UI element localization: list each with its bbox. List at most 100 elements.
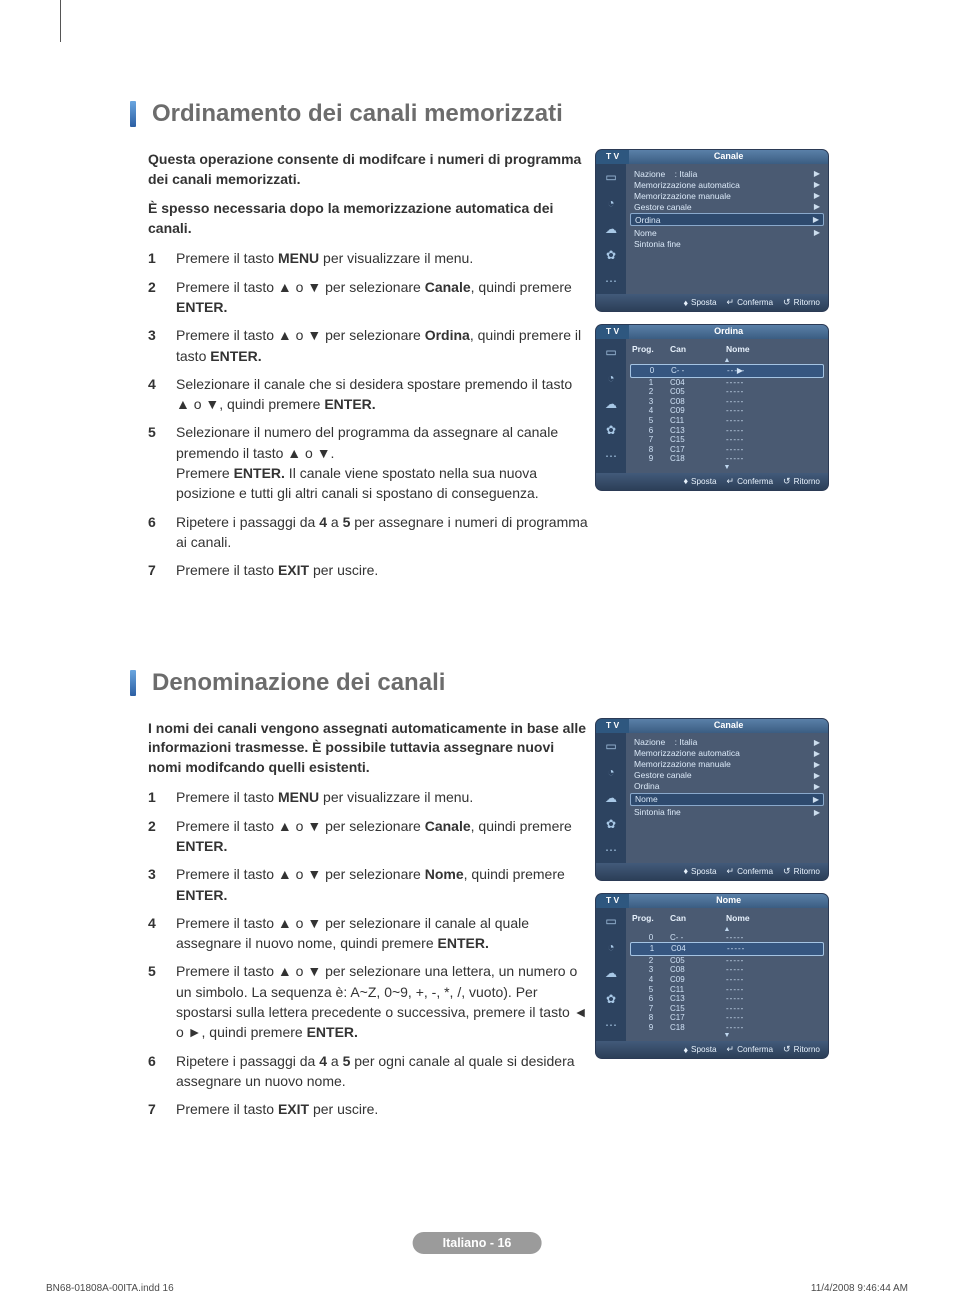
- osd-nav-icon-4[interactable]: ⋯: [603, 274, 619, 288]
- osd-nav-icon-0[interactable]: ▭: [603, 914, 619, 928]
- osd-table-row[interactable]: 7 C15 -----: [630, 1004, 824, 1014]
- footer-ritorno: ↺Ritorno: [783, 476, 820, 487]
- cell-prog: 4: [632, 975, 670, 985]
- osd-table-row[interactable]: 8 C17 -----: [630, 445, 824, 455]
- osd-nav-icon-1[interactable]: ◔: [603, 940, 619, 954]
- osd-nav-icon-0[interactable]: ▭: [603, 170, 619, 184]
- cell-nome: -----: [726, 1013, 822, 1023]
- osd-table-row[interactable]: 2 C05 -----: [630, 956, 824, 966]
- osd-nav-icon-2[interactable]: ☁: [603, 222, 619, 236]
- osd-main: Prog. Can Nome ▲ 0 C- -▶ ----- 1 C04 ---…: [626, 339, 828, 473]
- footer-right: 11/4/2008 9:46:44 AM: [811, 1283, 908, 1294]
- cell-nome: -----: [726, 985, 822, 995]
- osd-icon-column: ▭ ◔ ☁ ✿ ⋯: [596, 164, 626, 294]
- chevron-right-icon: ▶: [814, 808, 820, 817]
- section1-osds: T V Canale ▭◔☁✿⋯ Nazione : Italia ▶ Memo…: [596, 150, 836, 589]
- osd-nav-icon-3[interactable]: ✿: [603, 423, 619, 437]
- cell-nome: -----: [726, 435, 822, 445]
- osd-table-row[interactable]: 1 C04 -----: [630, 378, 824, 388]
- heading-bar-icon: [130, 670, 136, 696]
- osd-table-row[interactable]: 8 C17 -----: [630, 1013, 824, 1023]
- osd-nav-icon-4[interactable]: ⋯: [603, 1018, 619, 1032]
- osd-nav-icon-1[interactable]: ◔: [603, 196, 619, 210]
- osd-table-row[interactable]: 1 C04 -----: [630, 942, 824, 956]
- cell-can: C18: [670, 454, 726, 464]
- osd-nav-icon-3[interactable]: ✿: [603, 248, 619, 262]
- osd-table-row[interactable]: 2 C05 -----: [630, 387, 824, 397]
- page: Ordinamento dei canali memorizzati Quest…: [0, 0, 954, 1257]
- osd-main: Nazione : Italia ▶ Memorizzazione automa…: [626, 164, 828, 294]
- osd-menu-label: Nazione : Italia: [634, 169, 697, 179]
- cell-can: C04: [671, 944, 727, 954]
- osd-menu-item[interactable]: Gestore canale ▶: [630, 201, 824, 212]
- osd-nav-icon-1[interactable]: ◔: [603, 371, 619, 385]
- chevron-right-icon: ▶: [814, 180, 820, 189]
- osd-menu-item[interactable]: Sintonia fine: [630, 238, 824, 249]
- osd-menu-label: Ordina: [635, 215, 661, 225]
- osd-menu-label: Nome: [634, 228, 657, 238]
- osd-menu-item[interactable]: Gestore canale ▶: [630, 770, 824, 781]
- osd-table-row[interactable]: 4 C09 -----: [630, 975, 824, 985]
- osd-table-row[interactable]: 7 C15 -----: [630, 435, 824, 445]
- enter-icon: ↵: [727, 1044, 735, 1055]
- osd-table-row[interactable]: 5 C11 -----: [630, 416, 824, 426]
- osd-table-row[interactable]: 5 C11 -----: [630, 985, 824, 995]
- osd-nav-icon-2[interactable]: ☁: [603, 966, 619, 980]
- osd-table-row[interactable]: 9 C18 -----: [630, 454, 824, 464]
- page-label: Italiano - 16: [413, 1232, 542, 1254]
- osd-nav-icon-0[interactable]: ▭: [603, 345, 619, 359]
- cell-nome: -----: [726, 387, 822, 397]
- chevron-right-icon: ▶: [813, 795, 819, 804]
- osd-menu-item[interactable]: Nazione : Italia ▶: [630, 737, 824, 748]
- section-denominazione: Denominazione dei canali I nomi dei cana…: [90, 669, 864, 1128]
- chevron-right-icon: ▶: [814, 202, 820, 211]
- osd-table-row[interactable]: 3 C08 -----: [630, 397, 824, 407]
- cell-prog: 8: [632, 445, 670, 455]
- osd-menu-item[interactable]: Nome ▶: [630, 793, 824, 806]
- section-ordinamento: Ordinamento dei canali memorizzati Quest…: [90, 100, 864, 589]
- cell-can: C09: [670, 406, 726, 416]
- osd-nav-icon-1[interactable]: ◔: [603, 765, 619, 779]
- osd-table-row[interactable]: 6 C13 -----: [630, 426, 824, 436]
- cell-prog: 0: [632, 933, 670, 943]
- osd-table-row[interactable]: 0 C- -▶ -----: [630, 364, 824, 378]
- cell-nome: -----: [726, 454, 822, 464]
- updown-icon: ♦: [683, 866, 688, 876]
- osd-menu-item[interactable]: Ordina ▶: [630, 213, 824, 226]
- heading-denominazione: Denominazione dei canali: [130, 669, 864, 697]
- cell-prog: 5: [632, 985, 670, 995]
- osd-table-row[interactable]: 0 C- - -----: [630, 933, 824, 943]
- chevron-right-icon: ▶: [814, 228, 820, 237]
- osd-menu-item[interactable]: Memorizzazione automatica ▶: [630, 748, 824, 759]
- cell-nome: -----: [727, 944, 821, 954]
- osd-table-row[interactable]: 3 C08 -----: [630, 965, 824, 975]
- osd-menu-item[interactable]: Nazione : Italia ▶: [630, 168, 824, 179]
- osd-nav-icon-2[interactable]: ☁: [603, 791, 619, 805]
- osd-nav-icon-3[interactable]: ✿: [603, 992, 619, 1006]
- osd-menu-item[interactable]: Nome ▶: [630, 227, 824, 238]
- return-icon: ↺: [783, 297, 791, 308]
- cell-prog: 6: [632, 994, 670, 1004]
- cell-nome: -----: [726, 397, 822, 407]
- cell-nome: -----: [726, 1023, 822, 1033]
- enter-icon: ↵: [727, 297, 735, 308]
- osd-nav-icon-4[interactable]: ⋯: [603, 449, 619, 463]
- section1-content: Questa operazione consente di modifcare …: [148, 150, 864, 589]
- step: Premere il tasto ▲ o ▼ per selezionare u…: [148, 961, 588, 1042]
- osd-table-row[interactable]: 4 C09 -----: [630, 406, 824, 416]
- osd-nav-icon-2[interactable]: ☁: [603, 397, 619, 411]
- osd-nav-icon-4[interactable]: ⋯: [603, 843, 619, 857]
- osd-table-row[interactable]: 9 C18 -----: [630, 1023, 824, 1033]
- osd-nav-icon-0[interactable]: ▭: [603, 739, 619, 753]
- enter-icon: ↵: [727, 866, 735, 877]
- osd-menu-item[interactable]: Memorizzazione manuale ▶: [630, 759, 824, 770]
- osd-menu-item[interactable]: Sintonia fine ▶: [630, 807, 824, 818]
- section2-content: I nomi dei canali vengono assegnati auto…: [148, 719, 864, 1128]
- osd-nav-icon-3[interactable]: ✿: [603, 817, 619, 831]
- footer-conferma: ↵Conferma: [727, 297, 774, 308]
- osd-table-row[interactable]: 6 C13 -----: [630, 994, 824, 1004]
- osd-menu-item[interactable]: Memorizzazione manuale ▶: [630, 190, 824, 201]
- footer-left: BN68-01808A-00ITA.indd 16: [46, 1283, 174, 1294]
- osd-menu-item[interactable]: Ordina ▶: [630, 781, 824, 792]
- osd-menu-item[interactable]: Memorizzazione automatica ▶: [630, 179, 824, 190]
